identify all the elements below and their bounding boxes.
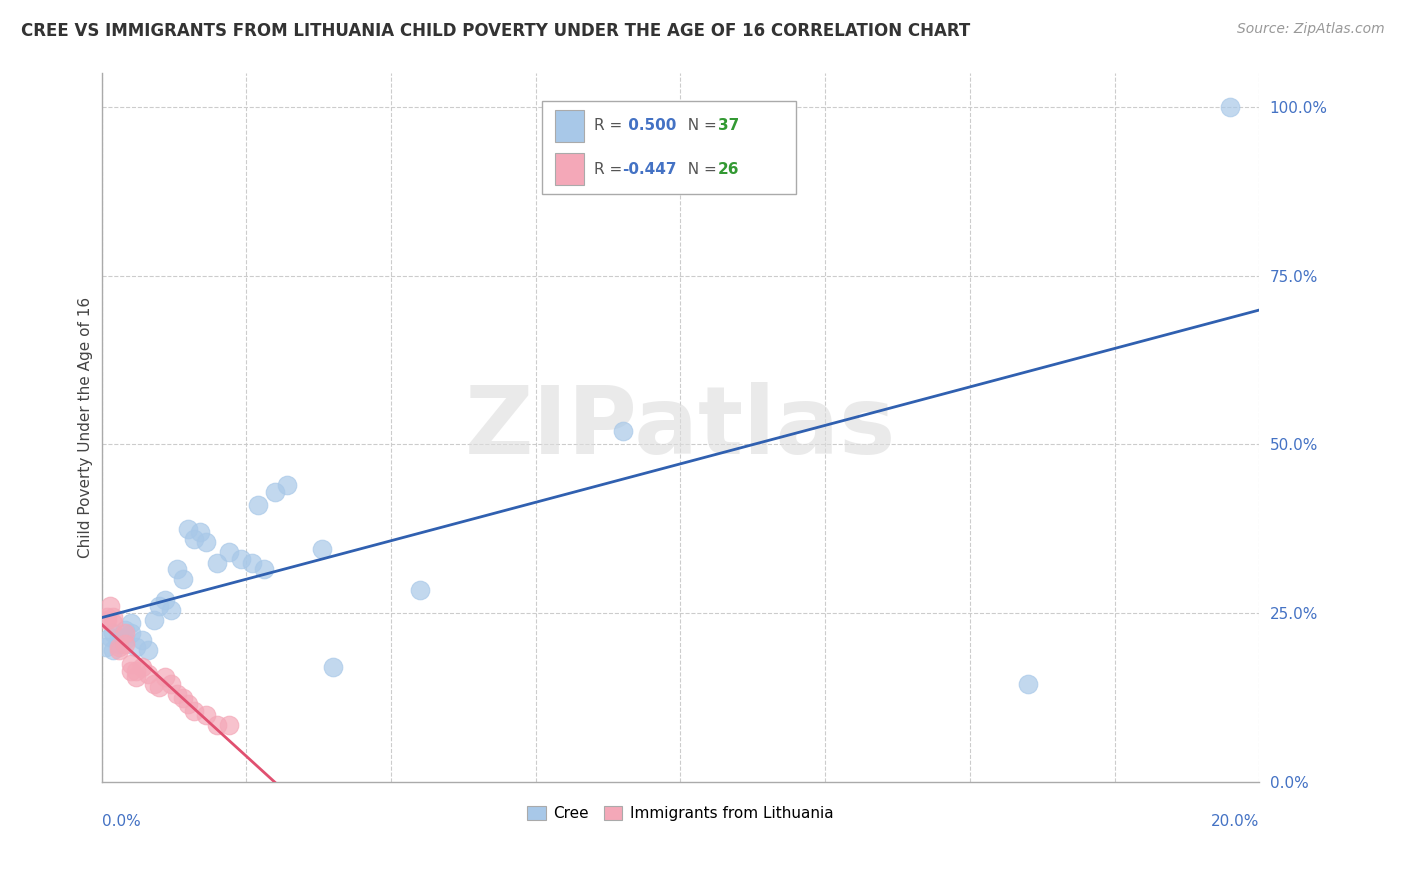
Point — [114, 637, 136, 651]
Text: R =: R = — [593, 161, 627, 177]
Point — [1017, 677, 1039, 691]
Point — [136, 667, 159, 681]
Point — [125, 670, 148, 684]
Text: -0.447: -0.447 — [623, 161, 678, 177]
Point — [108, 637, 131, 651]
Point — [142, 613, 165, 627]
Y-axis label: Child Poverty Under the Age of 16: Child Poverty Under the Age of 16 — [79, 297, 93, 558]
Point — [148, 599, 170, 614]
Point — [155, 592, 177, 607]
Bar — [555, 110, 585, 142]
Point — [98, 599, 121, 614]
Point — [120, 664, 142, 678]
Text: 0.0%: 0.0% — [101, 814, 141, 829]
Point — [101, 616, 124, 631]
Point — [160, 677, 183, 691]
Bar — [555, 153, 585, 185]
Point — [183, 704, 205, 718]
Point — [253, 562, 276, 576]
Point — [101, 643, 124, 657]
Point — [188, 525, 211, 540]
Point — [172, 690, 194, 705]
Text: N =: N = — [678, 161, 721, 177]
Point — [114, 623, 136, 637]
Text: Source: ZipAtlas.com: Source: ZipAtlas.com — [1237, 22, 1385, 37]
Legend: Cree, Immigrants from Lithuania: Cree, Immigrants from Lithuania — [522, 800, 839, 828]
Point — [322, 660, 344, 674]
Point — [612, 424, 634, 438]
Point — [409, 582, 432, 597]
Point — [96, 640, 118, 654]
Point — [108, 643, 131, 657]
Point — [96, 613, 118, 627]
Point — [120, 626, 142, 640]
Point — [160, 603, 183, 617]
Point — [264, 484, 287, 499]
Point — [108, 630, 131, 644]
Point — [114, 626, 136, 640]
Text: CREE VS IMMIGRANTS FROM LITHUANIA CHILD POVERTY UNDER THE AGE OF 16 CORRELATION : CREE VS IMMIGRANTS FROM LITHUANIA CHILD … — [21, 22, 970, 40]
Point — [131, 660, 153, 674]
Point — [125, 664, 148, 678]
Point — [101, 609, 124, 624]
Point — [194, 535, 217, 549]
Point — [108, 640, 131, 654]
Point — [101, 626, 124, 640]
Point — [166, 687, 188, 701]
Point — [194, 707, 217, 722]
Point — [207, 556, 229, 570]
Point — [148, 681, 170, 695]
Point — [183, 532, 205, 546]
Point — [311, 542, 333, 557]
Point — [177, 698, 200, 712]
Point — [136, 643, 159, 657]
Point — [125, 640, 148, 654]
Point — [142, 677, 165, 691]
Point — [172, 573, 194, 587]
Point — [131, 633, 153, 648]
Point — [246, 498, 269, 512]
Point — [96, 609, 118, 624]
Point — [155, 670, 177, 684]
Text: 37: 37 — [717, 119, 738, 133]
Text: N =: N = — [678, 119, 721, 133]
Text: 26: 26 — [717, 161, 740, 177]
Text: R =: R = — [593, 119, 627, 133]
Point — [120, 616, 142, 631]
Point — [98, 630, 121, 644]
Point — [207, 717, 229, 731]
Text: 0.500: 0.500 — [623, 119, 676, 133]
Point — [276, 478, 298, 492]
Text: 20.0%: 20.0% — [1211, 814, 1260, 829]
Point — [240, 556, 263, 570]
FancyBboxPatch shape — [541, 102, 796, 194]
Point — [177, 522, 200, 536]
Point — [218, 717, 240, 731]
Point — [229, 552, 252, 566]
Point — [120, 657, 142, 671]
Point — [166, 562, 188, 576]
Point — [218, 545, 240, 559]
Text: ZIPatlas: ZIPatlas — [465, 382, 896, 474]
Point — [114, 633, 136, 648]
Point — [1219, 100, 1241, 114]
